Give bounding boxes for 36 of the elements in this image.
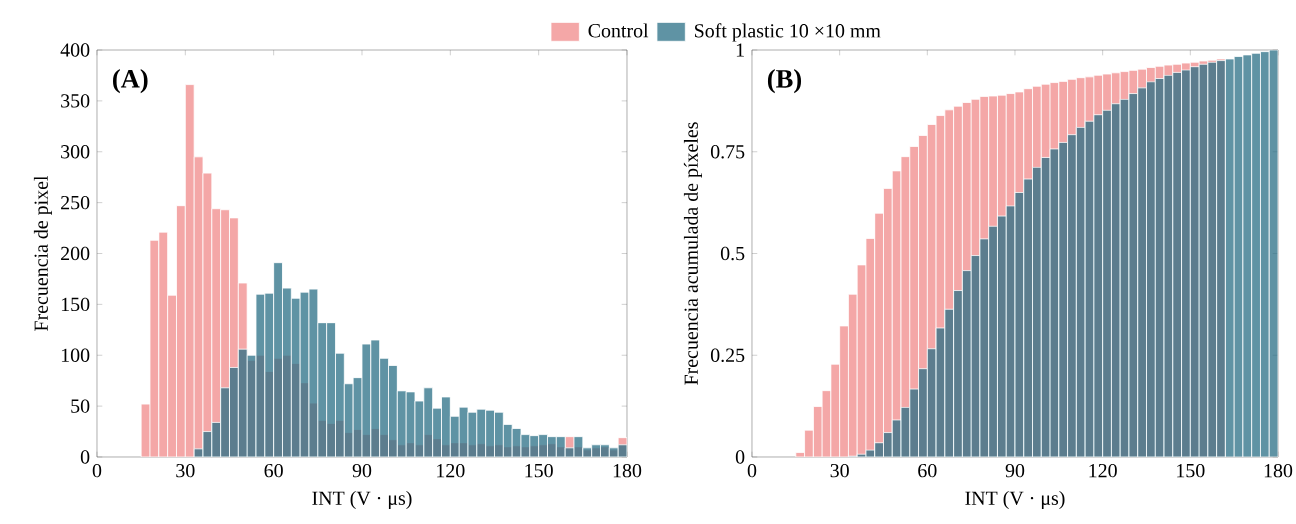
- y-tick-label: 0.75: [710, 144, 745, 159]
- x-axis-title: INT (V · μs): [312, 490, 412, 509]
- y-tick-label: 0.25: [710, 348, 745, 363]
- y-tick-label: 350: [61, 94, 90, 108]
- legend-label: Soft plastic 10 ×10 mm: [695, 23, 881, 42]
- x-tick-label: 120: [437, 463, 465, 478]
- y-tick-label: 150: [61, 297, 90, 312]
- y-tick-label: 200: [61, 246, 90, 261]
- x-tick-label: 30: [176, 463, 195, 478]
- y-tick-label: 1: [736, 43, 744, 57]
- x-tick-label: 0: [747, 463, 757, 478]
- x-tick-label: 90: [352, 463, 372, 478]
- y-axis-title: Frecuencia de pixel: [33, 175, 52, 331]
- x-tick-label: 90: [1005, 463, 1025, 478]
- x-tick-label: 180: [1264, 463, 1293, 478]
- x-tick-label: 180: [613, 463, 642, 478]
- y-tick-label: 250: [61, 195, 90, 210]
- y-tick-label: 0: [80, 450, 90, 464]
- legend-label: Control: [588, 23, 649, 38]
- y-tick-label: 0: [735, 450, 745, 464]
- x-tick-label: 150: [525, 463, 553, 478]
- annotation: (A): [113, 69, 148, 94]
- annotation: (B): [767, 69, 802, 94]
- y-axis-title: Frecuencia acumulada de píxeles: [683, 122, 702, 385]
- x-tick-label: 120: [1089, 463, 1117, 478]
- y-tick-label: 50: [71, 399, 90, 413]
- x-tick-label: 0: [92, 463, 102, 478]
- y-tick-label: 100: [61, 348, 90, 362]
- y-tick-label: 300: [61, 145, 90, 159]
- x-tick-label: 30: [830, 463, 849, 478]
- x-tick-label: 150: [1177, 463, 1205, 478]
- x-tick-label: 60: [918, 463, 937, 478]
- x-tick-label: 60: [264, 463, 283, 478]
- x-axis-title: INT (V · μs): [965, 490, 1065, 509]
- y-tick-label: 0.5: [720, 246, 745, 261]
- y-tick-label: 400: [60, 43, 90, 57]
